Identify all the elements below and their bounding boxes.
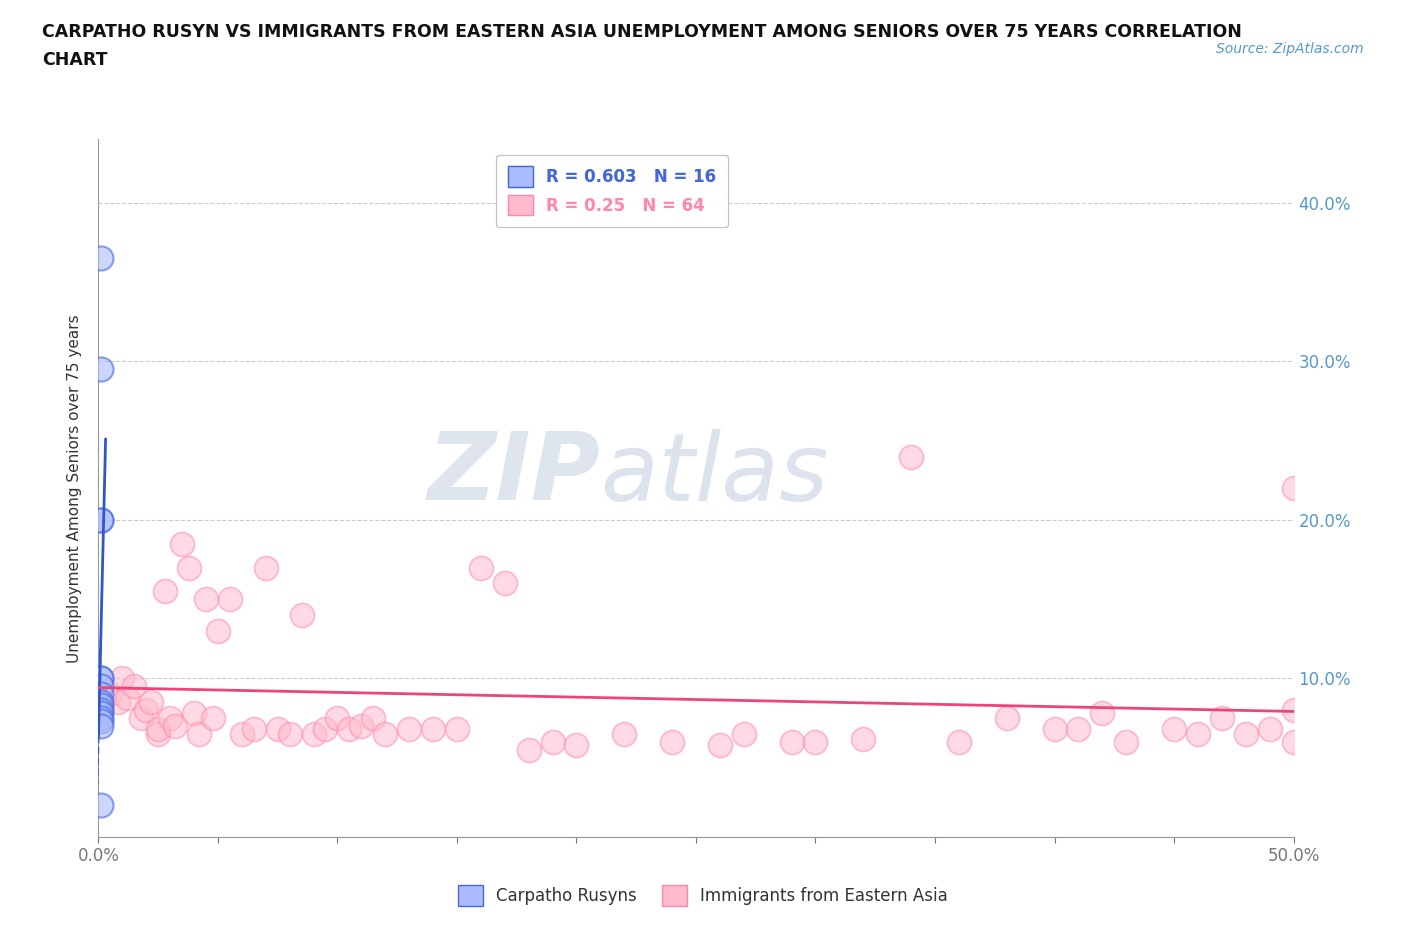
Point <box>995 711 1018 725</box>
Point <box>194 591 218 606</box>
Point <box>131 711 153 725</box>
Point <box>315 722 337 737</box>
Point <box>267 722 290 737</box>
Point <box>948 735 970 750</box>
Point <box>1115 735 1137 750</box>
Point <box>363 711 385 725</box>
Point <box>90 362 112 377</box>
Point <box>135 703 157 718</box>
Point <box>339 722 360 737</box>
Point <box>1258 722 1281 737</box>
Point <box>90 711 112 725</box>
Point <box>90 512 112 527</box>
Point <box>1234 726 1257 741</box>
Point <box>148 726 170 741</box>
Point <box>613 726 636 741</box>
Point <box>90 679 112 694</box>
Point <box>155 584 177 599</box>
Point <box>243 722 266 737</box>
Point <box>422 722 444 737</box>
Point <box>202 711 225 725</box>
Point <box>661 735 683 750</box>
Point <box>494 576 516 591</box>
Point <box>90 714 112 729</box>
Point <box>517 742 540 757</box>
Point <box>111 671 134 686</box>
Point <box>98 687 122 702</box>
Point <box>804 735 827 750</box>
Text: CHART: CHART <box>42 51 108 69</box>
Point <box>90 703 112 718</box>
Point <box>90 719 112 734</box>
Point <box>278 726 301 741</box>
Point <box>207 623 229 638</box>
Point <box>900 449 922 464</box>
Point <box>90 687 112 702</box>
Legend: Carpatho Rusyns, Immigrants from Eastern Asia: Carpatho Rusyns, Immigrants from Eastern… <box>451 879 955 912</box>
Point <box>90 706 112 721</box>
Point <box>291 607 314 622</box>
Point <box>733 726 755 741</box>
Point <box>446 722 468 737</box>
Point <box>179 560 201 575</box>
Point <box>90 512 112 527</box>
Point <box>541 735 564 750</box>
Point <box>139 695 162 710</box>
Point <box>90 251 112 266</box>
Text: atlas: atlas <box>600 429 828 520</box>
Point <box>1211 711 1233 725</box>
Point <box>90 695 112 710</box>
Point <box>1163 722 1185 737</box>
Point <box>163 719 186 734</box>
Text: Source: ZipAtlas.com: Source: ZipAtlas.com <box>1216 42 1364 56</box>
Point <box>231 726 253 741</box>
Point <box>183 706 205 721</box>
Point <box>302 726 325 741</box>
Point <box>148 722 170 737</box>
Point <box>187 726 209 741</box>
Point <box>709 737 731 752</box>
Point <box>107 695 129 710</box>
Point <box>1282 735 1305 750</box>
Point <box>1282 481 1305 496</box>
Point <box>1282 703 1305 718</box>
Point <box>1187 726 1209 741</box>
Point <box>852 731 875 746</box>
Point <box>1067 722 1090 737</box>
Point <box>124 679 146 694</box>
Y-axis label: Unemployment Among Seniors over 75 years: Unemployment Among Seniors over 75 years <box>67 314 83 662</box>
Point <box>350 719 373 734</box>
Point <box>470 560 492 575</box>
Point <box>90 671 112 686</box>
Point <box>172 537 194 551</box>
Point <box>326 711 349 725</box>
Point <box>90 671 112 686</box>
Point <box>1043 722 1066 737</box>
Point <box>254 560 277 575</box>
Point <box>565 737 588 752</box>
Point <box>398 722 420 737</box>
Point <box>90 698 112 713</box>
Legend: R = 0.603   N = 16, R = 0.25   N = 64: R = 0.603 N = 16, R = 0.25 N = 64 <box>496 154 728 227</box>
Point <box>780 735 803 750</box>
Point <box>219 591 242 606</box>
Point <box>90 798 112 813</box>
Point <box>374 726 396 741</box>
Text: CARPATHO RUSYN VS IMMIGRANTS FROM EASTERN ASIA UNEMPLOYMENT AMONG SENIORS OVER 7: CARPATHO RUSYN VS IMMIGRANTS FROM EASTER… <box>42 23 1241 41</box>
Point <box>115 690 138 705</box>
Text: ZIP: ZIP <box>427 429 600 520</box>
Point <box>1091 706 1114 721</box>
Point <box>159 711 181 725</box>
